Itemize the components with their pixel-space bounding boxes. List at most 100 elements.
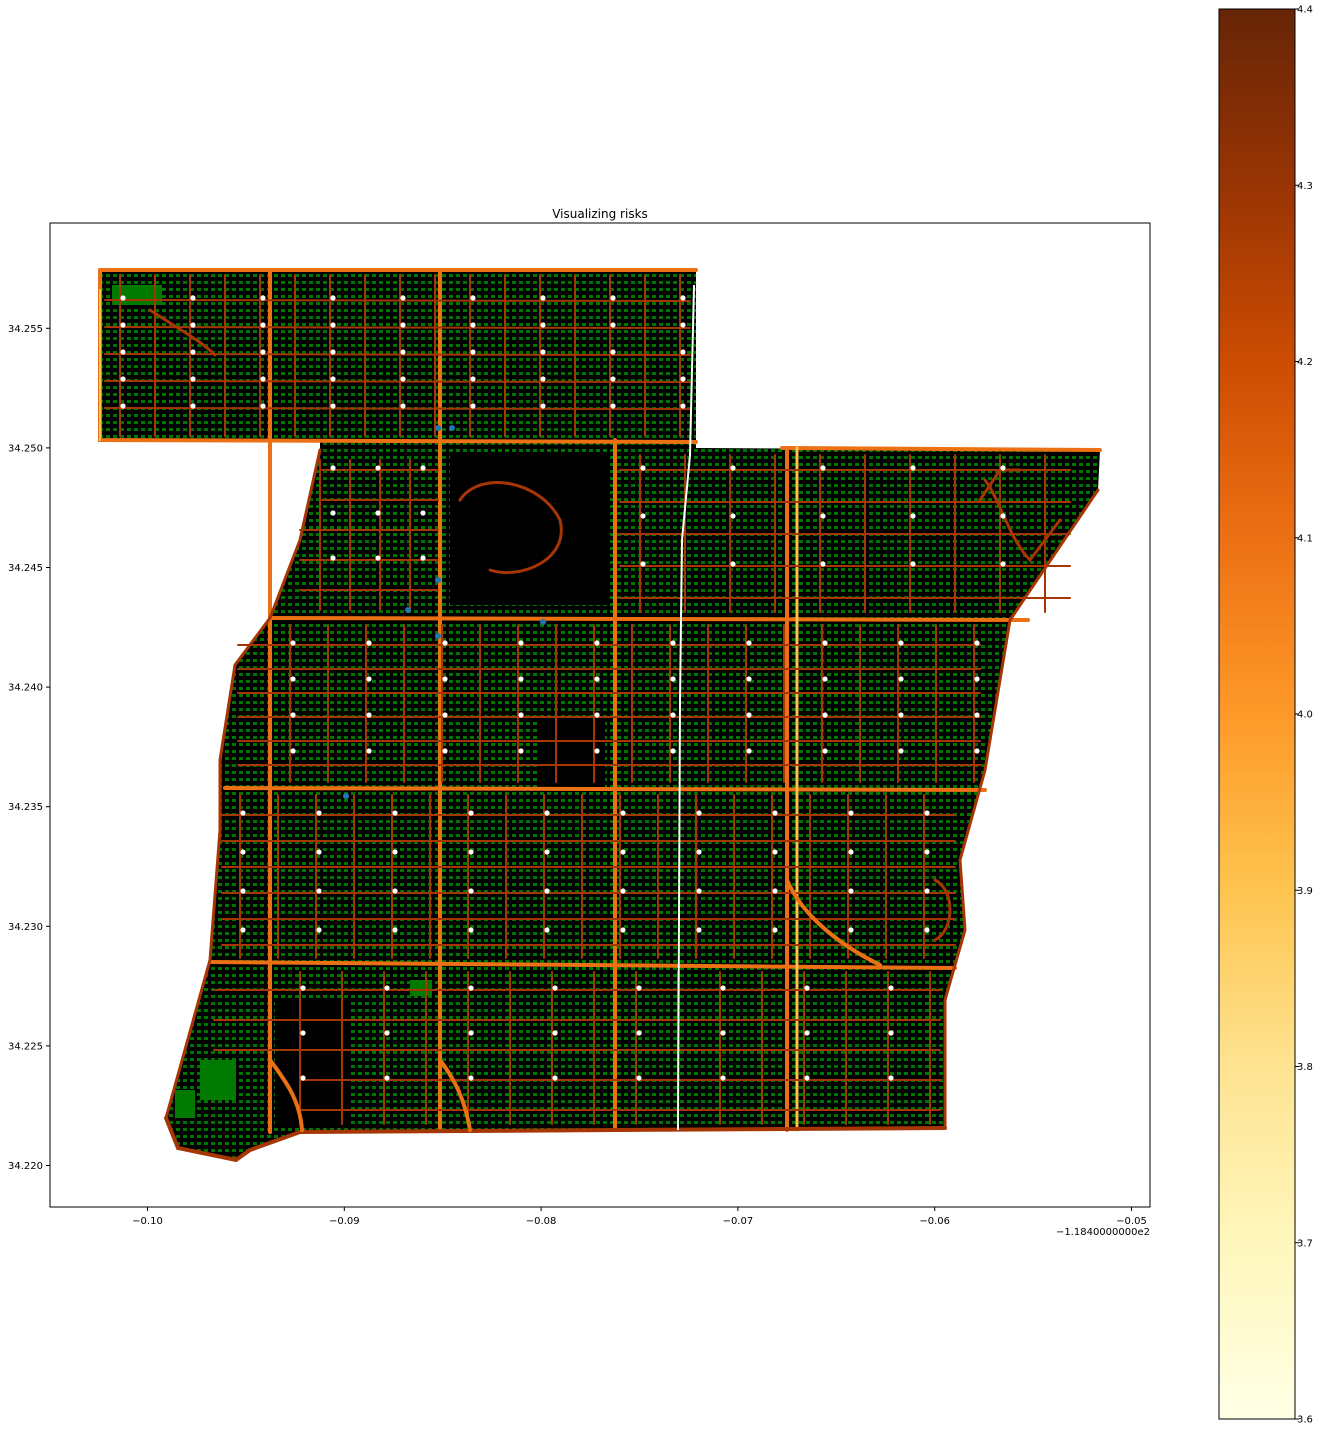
colorbar-tick-label: 4.4 <box>1297 5 1313 16</box>
node-marker <box>696 927 702 933</box>
node-marker <box>400 322 406 328</box>
node-marker <box>910 465 916 471</box>
node-marker <box>518 676 524 682</box>
node-marker <box>772 810 778 816</box>
x-axis: −0.10 −0.09 −0.08 −0.07 −0.06 −0.05 <box>132 1207 1147 1227</box>
node-marker <box>594 712 600 718</box>
node-marker <box>974 748 980 754</box>
node-marker <box>820 513 826 519</box>
road-segment <box>104 353 691 356</box>
node-marker <box>720 985 726 991</box>
node-marker <box>300 985 306 991</box>
node-marker <box>420 465 426 471</box>
y-tick-label: 34.240 <box>8 683 43 694</box>
node-marker <box>670 640 676 646</box>
node-marker <box>730 465 736 471</box>
colorbar-tick-label: 3.9 <box>1297 886 1313 897</box>
node-marker <box>260 349 266 355</box>
node-marker <box>240 849 246 855</box>
road-segment <box>104 407 691 410</box>
node-marker <box>470 295 476 301</box>
node-marker <box>820 561 826 567</box>
node-marker <box>240 927 246 933</box>
y-tick-label: 34.230 <box>8 922 43 933</box>
x-tick-label: −0.10 <box>132 1216 163 1227</box>
node-marker <box>468 1075 474 1081</box>
node-marker <box>468 927 474 933</box>
node-marker <box>366 676 372 682</box>
node-marker <box>696 849 702 855</box>
node-marker <box>898 640 904 646</box>
y-tick-label: 34.255 <box>8 324 43 335</box>
node-markers <box>120 295 1006 1081</box>
node-marker <box>260 322 266 328</box>
road-segment <box>104 380 691 383</box>
node-marker <box>468 810 474 816</box>
node-marker <box>680 403 686 409</box>
node-marker <box>260 376 266 382</box>
map-axes: Visualizing risks −0.10 −0.09 −0.08 −0.07 −0… <box>8 207 1151 1238</box>
node-marker <box>400 349 406 355</box>
node-marker <box>888 1030 894 1036</box>
node-marker <box>120 349 126 355</box>
road-segment <box>978 468 1022 502</box>
node-marker <box>670 676 676 682</box>
node-marker <box>330 403 336 409</box>
node-marker <box>1000 561 1006 567</box>
y-tick-label: 34.245 <box>8 563 43 574</box>
node-marker <box>290 676 296 682</box>
node-marker <box>518 748 524 754</box>
node-marker <box>366 640 372 646</box>
node-marker <box>420 510 426 516</box>
node-marker <box>680 295 686 301</box>
colorbar-ticks: 3.6 3.7 3.8 3.9 4.0 4.1 4.2 4.3 4.4 <box>1295 5 1313 1426</box>
node-marker <box>330 349 336 355</box>
node-marker <box>552 1075 558 1081</box>
node-marker <box>400 403 406 409</box>
x-tick-label: −0.08 <box>526 1216 557 1227</box>
node-marker <box>468 888 474 894</box>
node-marker <box>366 712 372 718</box>
road-segment <box>785 878 882 967</box>
road-segment <box>438 1058 472 1132</box>
node-marker <box>640 561 646 567</box>
node-marker <box>888 1075 894 1081</box>
node-marker <box>822 676 828 682</box>
node-marker <box>746 640 752 646</box>
node-marker <box>822 640 828 646</box>
node-marker <box>316 810 322 816</box>
node-marker <box>470 349 476 355</box>
axes-frame <box>49 222 1151 1208</box>
road-network <box>98 268 1102 1163</box>
node-marker <box>552 985 558 991</box>
node-marker <box>730 513 736 519</box>
node-marker <box>330 555 336 561</box>
node-marker <box>730 561 736 567</box>
road-segment <box>268 616 1030 622</box>
node-marker <box>290 712 296 718</box>
node-marker <box>924 927 930 933</box>
x-tick-label: −0.06 <box>919 1216 950 1227</box>
node-marker <box>468 985 474 991</box>
node-marker <box>620 849 626 855</box>
y-tick-label: 34.220 <box>8 1161 43 1172</box>
node-marker <box>670 712 676 718</box>
road-segment <box>104 299 691 302</box>
node-marker <box>544 927 550 933</box>
road-segment <box>268 1058 304 1132</box>
road-segment <box>458 481 563 575</box>
node-marker <box>772 849 778 855</box>
node-marker <box>1000 513 1006 519</box>
node-marker <box>540 295 546 301</box>
node-marker <box>898 676 904 682</box>
node-marker <box>240 810 246 816</box>
node-marker <box>924 810 930 816</box>
road-segment <box>223 786 987 792</box>
road-segment <box>104 326 691 329</box>
node-marker <box>910 513 916 519</box>
node-marker <box>190 295 196 301</box>
colorbar-tick-label: 4.0 <box>1297 710 1313 721</box>
blue-points <box>343 425 546 799</box>
colorbar-tick-label: 3.6 <box>1297 1415 1313 1426</box>
